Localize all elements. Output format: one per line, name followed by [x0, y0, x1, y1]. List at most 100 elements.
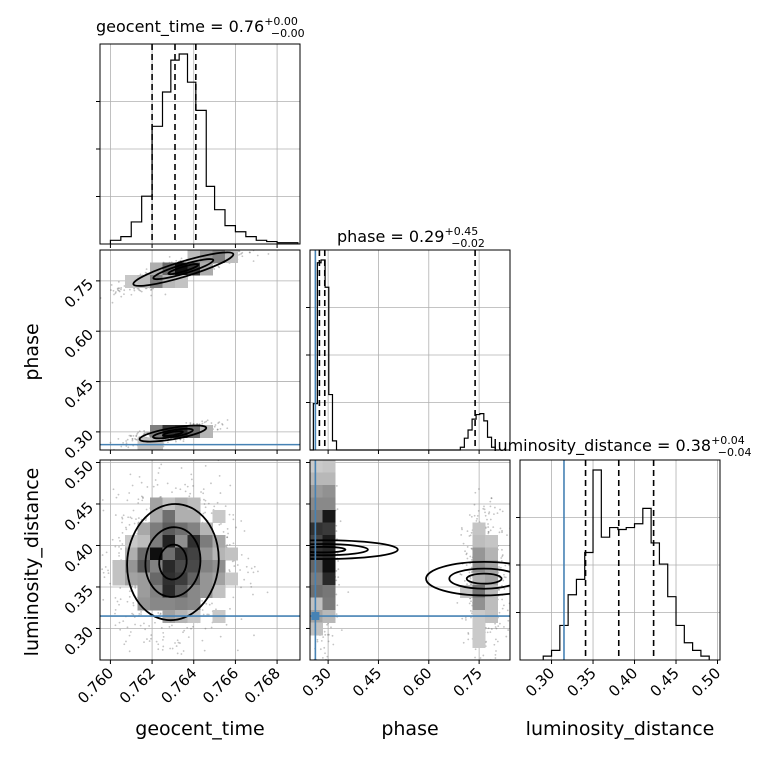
sample-point [184, 490, 187, 493]
sample-point [120, 445, 123, 448]
density-cell [322, 460, 336, 473]
sample-point [131, 437, 134, 440]
sample-point [179, 488, 182, 491]
sample-point [215, 608, 217, 611]
sample-point [122, 620, 125, 623]
sample-point [321, 656, 324, 659]
sample-point [228, 513, 231, 516]
sample-point [128, 634, 131, 637]
xtick-label: 0.45 [349, 664, 385, 700]
sample-point [245, 565, 248, 568]
sample-point [182, 650, 185, 652]
sample-point [133, 289, 136, 292]
sample-point [462, 641, 465, 644]
sample-point [248, 251, 251, 254]
sample-point [97, 547, 99, 549]
sample-point [327, 455, 329, 457]
sample-point [157, 612, 160, 614]
sample-point [219, 428, 222, 430]
sample-point [238, 250, 241, 253]
sample-point [474, 491, 477, 494]
sample-point [107, 572, 110, 575]
sample-point [176, 639, 179, 642]
sample-point [138, 475, 141, 478]
sample-point [134, 586, 137, 589]
sample-point [111, 538, 114, 541]
sample-point [208, 603, 211, 606]
sample-point [470, 531, 473, 534]
sample-point [161, 649, 164, 651]
sample-point [326, 695, 328, 697]
sample-point [316, 454, 318, 456]
sample-point [143, 430, 146, 432]
density-cell [150, 510, 163, 523]
sample-point [175, 645, 178, 647]
sample-point [92, 615, 94, 617]
sample-point [152, 287, 155, 290]
sample-point [253, 634, 255, 637]
sample-point [115, 496, 118, 499]
panel-frame [99, 459, 301, 661]
sample-point [332, 643, 335, 646]
sample-point [154, 479, 157, 481]
sample-point [213, 268, 216, 270]
sample-point [465, 619, 467, 621]
xtick-label: 0.766 [199, 664, 242, 707]
sample-point [217, 422, 220, 424]
xtick-label: 0.45 [646, 664, 682, 700]
panel-hist-luminosity-distance [516, 459, 721, 664]
density-cell [200, 547, 213, 561]
sample-point [503, 573, 505, 576]
sample-point [491, 662, 493, 664]
density-cell [200, 535, 213, 548]
density-cell [322, 547, 336, 561]
panel-frame [519, 459, 721, 661]
sample-point [501, 607, 504, 610]
sample-point [501, 548, 503, 551]
density-cell [150, 275, 163, 288]
title-phase: phase = 0.29+0.45 −0.02 [337, 225, 485, 250]
sample-point [117, 289, 119, 292]
sample-point [218, 421, 221, 424]
xtick-label: 0.50 [688, 664, 724, 700]
sample-point [219, 635, 222, 638]
sample-point [204, 627, 207, 630]
sample-point [335, 613, 338, 616]
density-cell [212, 585, 226, 598]
sample-point [321, 661, 323, 663]
ytick-label: 0.60 [61, 326, 97, 362]
sample-point [226, 527, 229, 530]
density-cell [225, 572, 238, 586]
sample-point [228, 570, 231, 573]
sample-point [314, 451, 316, 453]
sample-point [504, 576, 507, 579]
sample-point [496, 512, 499, 514]
sample-point [501, 529, 503, 532]
sample-point [160, 496, 162, 498]
sample-point [129, 516, 132, 519]
sample-point [228, 247, 230, 249]
sample-point [192, 485, 194, 487]
sample-point [322, 451, 324, 453]
density-cell [162, 597, 176, 611]
sample-point [501, 531, 503, 534]
sample-point [122, 441, 125, 444]
sample-point [104, 566, 107, 568]
sample-point [335, 485, 338, 487]
sample-point [160, 626, 163, 629]
sample-point [150, 637, 152, 640]
sample-point [335, 524, 338, 527]
histogram-luminosity-distance [542, 469, 710, 660]
sample-point [503, 626, 505, 628]
sample-point [144, 519, 147, 522]
sample-point [479, 657, 482, 659]
sample-point [324, 652, 326, 655]
panel-phase-vs-luminosity-distance [306, 451, 511, 697]
sample-point [137, 288, 140, 290]
sample-point [185, 421, 188, 424]
sample-point [468, 514, 471, 516]
ytick-label: 0.75 [61, 275, 97, 311]
density-cell [310, 560, 323, 573]
sample-point [139, 289, 142, 292]
contour-level [310, 543, 369, 557]
